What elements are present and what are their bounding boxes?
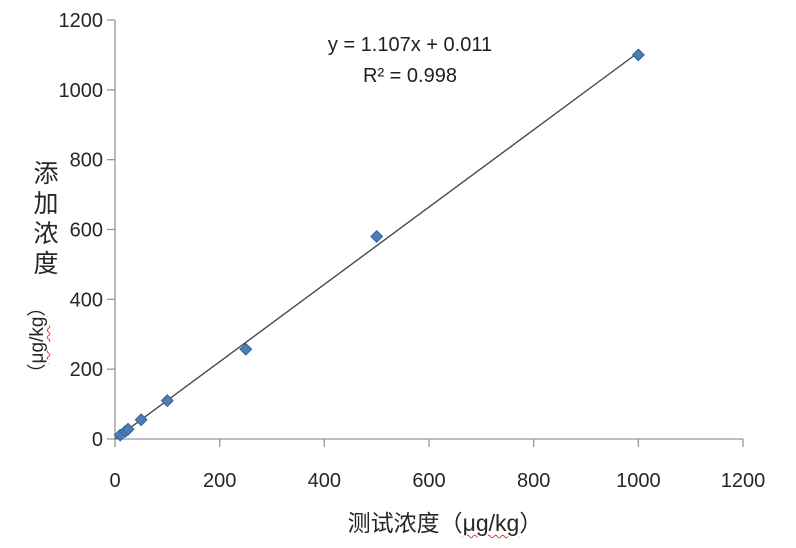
y-tick-label: 200 [70,359,103,381]
data-point [631,48,645,62]
x-axis-title: 测试浓度（μg/kg） [115,504,775,538]
x-tick-label: 400 [308,470,341,492]
y-tick-label: 800 [70,150,103,172]
x-unit-text: μg/kg [462,510,520,536]
trendline [114,51,639,440]
y-tick-label: 1000 [59,80,104,102]
data-point [134,413,148,427]
data-point [370,229,384,243]
y-tick-label: 400 [70,289,103,311]
y-tick-label: 1200 [59,10,104,32]
y-tick-label: 600 [70,220,103,242]
x-title-close-paren: ） [519,510,543,536]
y-unit-close-paren: ） [27,297,48,317]
y-axis-title: 添加浓度 [30,160,58,280]
equation-line: y = 1.107x + 0.011 [327,34,493,56]
x-tick-label: 200 [203,470,236,492]
y-tick-label: 0 [92,429,103,451]
x-tick-label: 0 [109,470,120,492]
y-axis-unit: （μg/kg） [22,283,49,397]
x-tick-label: 800 [517,470,550,492]
x-tick-label: 600 [412,470,445,492]
data-point [121,422,135,436]
x-title-text: 测试浓度（ [347,510,463,536]
x-tick-label: 1000 [616,470,661,492]
y-unit-open-paren: （ [27,363,48,383]
data-point [160,394,174,408]
r-squared-line: R² = 0.998 [363,65,457,87]
data-point [239,342,253,356]
trendline-equation: y = 1.107x + 0.011 R² = 0.998 [290,30,530,92]
x-tick-label: 1200 [721,470,766,492]
y-unit-text: μg/kg [27,316,48,364]
